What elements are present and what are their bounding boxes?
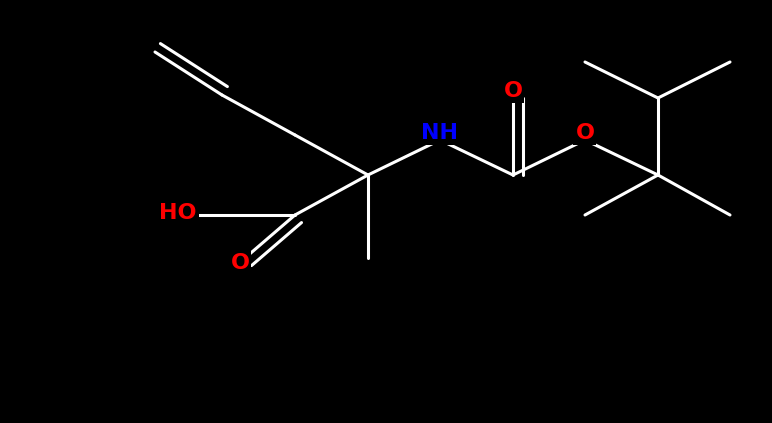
Text: O: O [575, 123, 594, 143]
Text: HO: HO [159, 203, 197, 223]
Text: NH: NH [422, 123, 459, 143]
Text: O: O [503, 81, 523, 101]
Text: O: O [231, 253, 249, 273]
